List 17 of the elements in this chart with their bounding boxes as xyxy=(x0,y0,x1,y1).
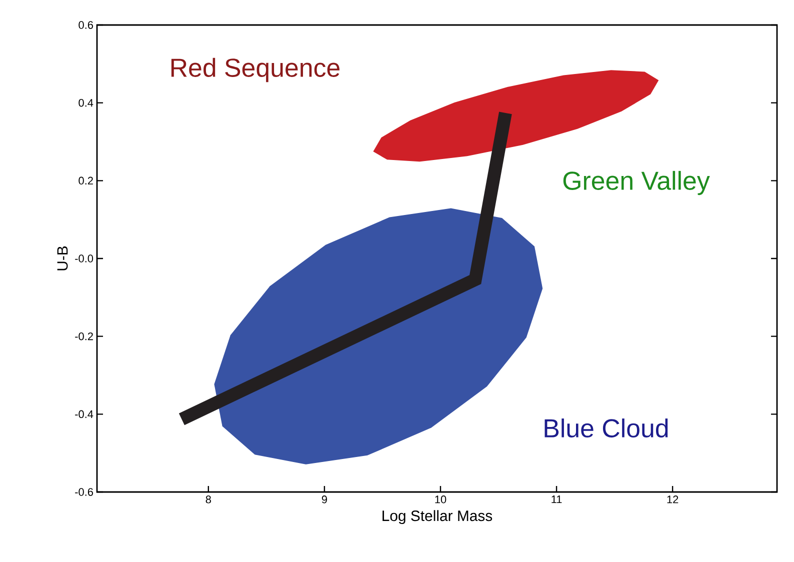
x-tick-label: 9 xyxy=(322,496,327,504)
x-tick-label: 8 xyxy=(206,496,211,504)
x-tick-label: 11 xyxy=(552,496,562,504)
y-tick-label: -0.4 xyxy=(75,410,94,418)
annotation: Red Sequence xyxy=(171,58,340,82)
x-axis-title: Log Stellar Mass xyxy=(382,510,492,524)
y-tick-label: -0.6 xyxy=(75,488,93,496)
x-tick-label: 10 xyxy=(435,496,446,504)
annotation: Blue Cloud xyxy=(544,418,668,438)
y-tick-label: -0.2 xyxy=(75,332,93,340)
x-tick-label: 12 xyxy=(667,496,678,504)
y-axis-title: U-B xyxy=(57,246,68,270)
y-tick-label: 0.2 xyxy=(78,176,93,185)
y-tick-label: 0.4 xyxy=(78,98,94,107)
annotation: Green Valley xyxy=(563,170,710,196)
y-tick-label: 0.6 xyxy=(78,21,93,29)
y-tick-label: -0.0 xyxy=(75,254,94,262)
